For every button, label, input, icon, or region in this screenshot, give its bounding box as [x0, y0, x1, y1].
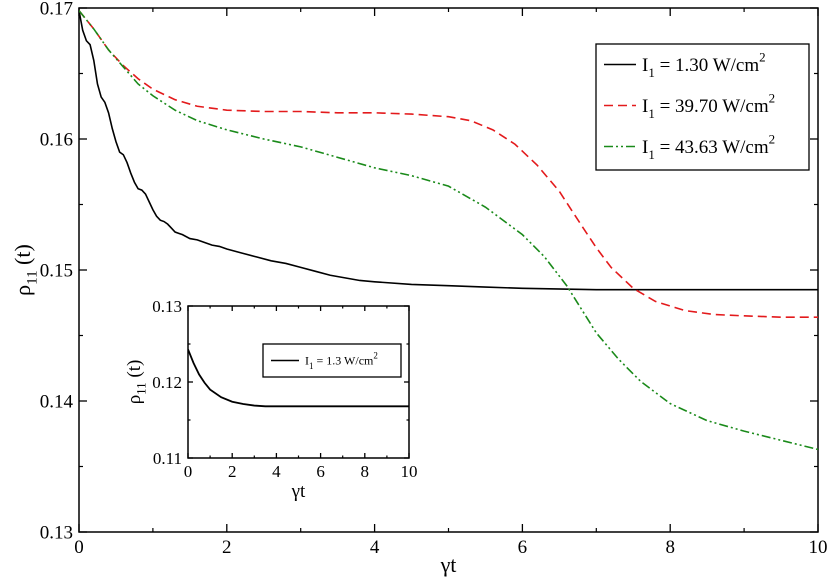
inset-chart: 0 2 4 6 8 10 0.11 0.12 0.13 γt ρ11 (t) I1 = 1.3 W/c… — [124, 297, 418, 502]
inset-x-tick-label: 6 — [316, 462, 325, 481]
main-legend-label: I1 = 43.63 W/cm2 — [642, 132, 775, 162]
inset-legend: I1 = 1.3 W/cm2 — [262, 343, 402, 378]
main-y-tick-label: 0.16 — [40, 130, 73, 151]
main-y-tick-label: 0.17 — [40, 0, 73, 20]
main-legend-label: I1 = 39.70 W/cm2 — [642, 91, 775, 121]
main-series-line-2 — [79, 10, 818, 318]
inset-y-tick-label: 0.13 — [152, 297, 182, 316]
inset-x-tick-label: 0 — [184, 462, 193, 481]
inset-x-tick-label: 10 — [401, 462, 418, 481]
inset-series-line-1 — [188, 348, 409, 408]
main-x-tick-label: 6 — [518, 537, 528, 558]
inset-x-tick-label: 8 — [361, 462, 370, 481]
main-y-tick-label: 0.14 — [40, 392, 74, 413]
inset-y-tick-label: 0.11 — [153, 449, 182, 468]
inset-x-tick-label: 2 — [228, 462, 237, 481]
inset-y-tick-label: 0.12 — [152, 373, 182, 392]
main-legend: I1 = 1.30 W/cm2 I1 = 39.70 W/cm2 I1 = 43.6… — [595, 43, 810, 171]
main-x-tick-label: 4 — [370, 537, 380, 558]
inset-x-axis-label: γt — [291, 481, 306, 502]
main-x-tick-label: 2 — [222, 537, 232, 558]
inset-legend-label: I1 = 1.3 W/cm2 — [305, 351, 378, 371]
main-y-axis-label: ρ11 (t) — [10, 244, 41, 296]
main-series-line-3 — [79, 10, 818, 451]
main-legend-label: I1 = 1.30 W/cm2 — [642, 50, 766, 80]
inset-x-tick-label: 4 — [272, 462, 281, 481]
main-y-tick-label: 0.15 — [40, 261, 73, 282]
inset-plot-frame — [187, 305, 410, 459]
main-x-tick-label: 0 — [74, 537, 84, 558]
main-x-tick-label: 8 — [665, 537, 675, 558]
main-chart: 0 2 4 6 8 10 0.13 0.14 0.15 0.16 0.17 γt ρ11 (t) I1 =… — [10, 0, 828, 577]
inset-y-axis-label: ρ11 (t) — [124, 360, 149, 405]
main-series-line-1 — [79, 10, 818, 291]
main-x-axis-label: γt — [440, 552, 457, 577]
main-y-tick-label: 0.13 — [40, 523, 73, 544]
main-x-tick-label: 10 — [809, 537, 828, 558]
